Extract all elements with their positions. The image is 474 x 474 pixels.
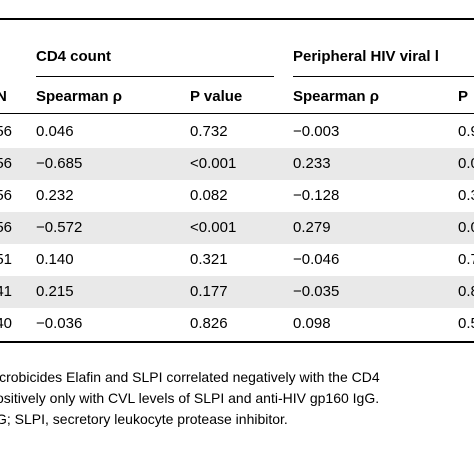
cell-p-cd4: 0.321 bbox=[190, 251, 228, 268]
bottom-rule bbox=[0, 341, 474, 343]
cell-rho-cd4: 0.215 bbox=[36, 283, 74, 300]
cell-rho-viral: 0.279 bbox=[293, 219, 331, 236]
cell-p-viral: 0.0 bbox=[458, 155, 474, 172]
column-header-p-viral: P bbox=[458, 88, 469, 105]
cell-n: 40 bbox=[0, 315, 12, 332]
cell-p-cd4: 0.177 bbox=[190, 283, 228, 300]
cell-n: 56 bbox=[0, 123, 12, 140]
cell-p-cd4: 0.826 bbox=[190, 315, 228, 332]
cell-p-cd4: 0.732 bbox=[190, 123, 228, 140]
cell-p-viral: 0.0 bbox=[458, 219, 474, 236]
cell-rho-cd4: −0.685 bbox=[36, 155, 83, 172]
group-header-viral: Peripheral HIV viral l bbox=[293, 48, 439, 65]
table-row: 41 0.215 0.177 −0.035 0.8 bbox=[0, 276, 474, 308]
cell-p-viral: 0.3 bbox=[458, 187, 474, 204]
group-underline-viral bbox=[293, 76, 474, 77]
cell-p-viral: 0.7 bbox=[458, 251, 474, 268]
cell-n: 56 bbox=[0, 155, 12, 172]
cell-p-viral: 0.5 bbox=[458, 315, 474, 332]
cell-rho-cd4: −0.572 bbox=[36, 219, 83, 236]
cell-p-viral: 0.9 bbox=[458, 123, 474, 140]
cell-p-cd4: 0.082 bbox=[190, 187, 228, 204]
footnote-line-2: ositively only with CVL levels of SLPI a… bbox=[0, 390, 380, 406]
cell-p-cd4: <0.001 bbox=[190, 155, 237, 172]
header-rule bbox=[0, 113, 474, 114]
cell-n: 51 bbox=[0, 251, 12, 268]
cell-rho-viral: 0.098 bbox=[293, 315, 331, 332]
table-row: 56 0.046 0.732 −0.003 0.9 bbox=[0, 116, 474, 148]
cell-n: 41 bbox=[0, 283, 12, 300]
cell-rho-cd4: 0.232 bbox=[36, 187, 74, 204]
column-header-n: N bbox=[0, 88, 7, 105]
cell-rho-cd4: 0.046 bbox=[36, 123, 74, 140]
cell-n: 56 bbox=[0, 187, 12, 204]
cell-rho-viral: −0.046 bbox=[293, 251, 340, 268]
table-row: 56 0.232 0.082 −0.128 0.3 bbox=[0, 180, 474, 212]
table-row: 40 −0.036 0.826 0.098 0.5 bbox=[0, 308, 474, 340]
column-header-spearman-viral: Spearman ρ bbox=[293, 88, 379, 105]
table-row: 56 −0.685 <0.001 0.233 0.0 bbox=[0, 148, 474, 180]
group-underline-cd4 bbox=[36, 76, 274, 77]
footnote-line-1: icrobicides Elafin and SLPI correlated n… bbox=[0, 369, 380, 385]
footnote-line-3: G; SLPI, secretory leukocyte protease in… bbox=[0, 411, 288, 427]
cell-rho-cd4: −0.036 bbox=[36, 315, 83, 332]
cell-p-cd4: <0.001 bbox=[190, 219, 237, 236]
cell-n: 56 bbox=[0, 219, 12, 236]
cell-rho-viral: −0.128 bbox=[293, 187, 340, 204]
cell-p-viral: 0.8 bbox=[458, 283, 474, 300]
table-row: 56 −0.572 <0.001 0.279 0.0 bbox=[0, 212, 474, 244]
column-header-p-cd4: P value bbox=[190, 88, 243, 105]
cell-rho-viral: −0.035 bbox=[293, 283, 340, 300]
cell-rho-viral: −0.003 bbox=[293, 123, 340, 140]
group-header-cd4: CD4 count bbox=[36, 48, 111, 65]
top-rule bbox=[0, 18, 474, 20]
cell-rho-cd4: 0.140 bbox=[36, 251, 74, 268]
column-header-spearman-cd4: Spearman ρ bbox=[36, 88, 122, 105]
table-row: 51 0.140 0.321 −0.046 0.7 bbox=[0, 244, 474, 276]
cell-rho-viral: 0.233 bbox=[293, 155, 331, 172]
